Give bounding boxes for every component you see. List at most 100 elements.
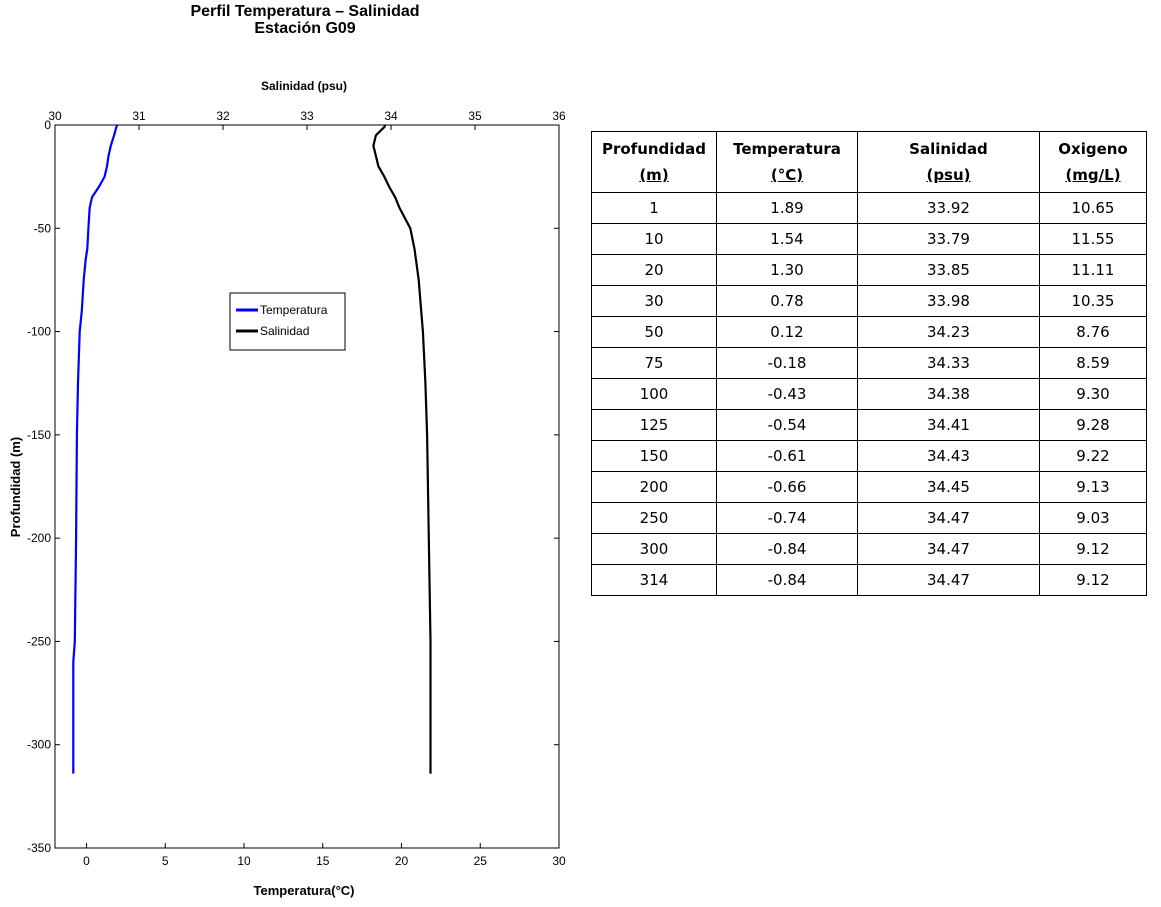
- cell-oxigeno: 10.65: [1039, 192, 1147, 224]
- cell-salinidad: 34.47: [857, 533, 1040, 565]
- cell-salinidad: 34.38: [857, 378, 1040, 410]
- header-temperatura: Temperatura (°C): [716, 131, 858, 193]
- legend-label-salinidad: Salinidad: [260, 324, 309, 338]
- table-row: 30 0.78 33.98 10.35: [591, 285, 1147, 317]
- cell-profundidad: 20: [591, 254, 717, 286]
- cell-salinidad: 34.47: [857, 564, 1040, 596]
- cell-oxigeno: 8.59: [1039, 347, 1147, 379]
- table-header-row: Profundidad (m) Temperatura (°C) Salinidad…: [591, 131, 1147, 193]
- cell-salinidad: 34.41: [857, 409, 1040, 441]
- cell-profundidad: 100: [591, 378, 717, 410]
- cell-oxigeno: 9.30: [1039, 378, 1147, 410]
- cell-salinidad: 34.45: [857, 471, 1040, 503]
- cell-oxigeno: 9.28: [1039, 409, 1147, 441]
- x-top-tick-label: 34: [384, 109, 398, 123]
- cell-temperatura: -0.84: [716, 533, 858, 565]
- table-row: 300 -0.84 34.47 9.12: [591, 533, 1147, 565]
- y-tick-label: -200: [27, 531, 51, 545]
- x-top-tick-label: 33: [300, 109, 314, 123]
- table-row: 1 1.89 33.92 10.65: [591, 192, 1147, 224]
- cell-salinidad: 34.23: [857, 316, 1040, 348]
- table-row: 75 -0.18 34.33 8.59: [591, 347, 1147, 379]
- cell-profundidad: 1: [591, 192, 717, 224]
- cell-salinidad: 34.43: [857, 440, 1040, 472]
- cell-temperatura: 1.89: [716, 192, 858, 224]
- cell-temperatura: -0.18: [716, 347, 858, 379]
- cell-profundidad: 75: [591, 347, 717, 379]
- x-top-tick-label: 30: [48, 109, 62, 123]
- cell-oxigeno: 9.22: [1039, 440, 1147, 472]
- cell-profundidad: 300: [591, 533, 717, 565]
- cell-temperatura: -0.61: [716, 440, 858, 472]
- plot-area: [54, 124, 560, 849]
- table-row: 20 1.30 33.85 11.11: [591, 254, 1147, 286]
- x-top-tick-label: 35: [468, 109, 482, 123]
- header-profundidad: Profundidad (m): [591, 131, 717, 193]
- x-bottom-tick-label: 10: [237, 854, 251, 868]
- cell-salinidad: 34.33: [857, 347, 1040, 379]
- table-row: 50 0.12 34.23 8.76: [591, 316, 1147, 348]
- x-axis-bottom-label: Temperatura(°C): [253, 883, 354, 898]
- legend-label-temperatura: Temperatura: [260, 303, 328, 317]
- cell-salinidad: 33.79: [857, 223, 1040, 255]
- header-salinidad: Salinidad (psu): [857, 131, 1040, 193]
- cell-temperatura: -0.66: [716, 471, 858, 503]
- cell-salinidad: 33.92: [857, 192, 1040, 224]
- x-axis-top-label: Salinidad (psu): [261, 79, 347, 93]
- cell-oxigeno: 11.11: [1039, 254, 1147, 286]
- cell-temperatura: -0.54: [716, 409, 858, 441]
- cell-salinidad: 33.98: [857, 285, 1040, 317]
- profile-chart: 0 -50 -100 -150 -200 -250 -300 -350 0 5 10 15 20 25 30…: [8, 79, 566, 898]
- table-row: 10 1.54 33.79 11.55: [591, 223, 1147, 255]
- cell-profundidad: 150: [591, 440, 717, 472]
- table-row: 200 -0.66 34.45 9.13: [591, 471, 1147, 503]
- cell-oxigeno: 9.12: [1039, 564, 1147, 596]
- cell-temperatura: -0.43: [716, 378, 858, 410]
- series-line-salinidad: [372, 124, 432, 774]
- y-tick-label: -150: [27, 428, 51, 442]
- x-bottom-tick-label: 0: [83, 854, 90, 868]
- cell-temperatura: 0.78: [716, 285, 858, 317]
- cell-oxigeno: 9.03: [1039, 502, 1147, 534]
- cell-oxigeno: 10.35: [1039, 285, 1147, 317]
- x-bottom-tick-label: 25: [474, 854, 488, 868]
- table-row: 150 -0.61 34.43 9.22: [591, 440, 1147, 472]
- x-top-tick-label: 31: [132, 109, 146, 123]
- x-bottom-tick-label: 20: [395, 854, 409, 868]
- cell-profundidad: 10: [591, 223, 717, 255]
- cell-oxigeno: 9.12: [1039, 533, 1147, 565]
- x-top-tick-label: 36: [552, 109, 566, 123]
- cell-oxigeno: 8.76: [1039, 316, 1147, 348]
- legend-box: [229, 292, 346, 351]
- cell-profundidad: 250: [591, 502, 717, 534]
- cell-temperatura: 1.30: [716, 254, 858, 286]
- chart-title: Perfil Temperatura – Salinidad Estación …: [140, 3, 470, 37]
- y-tick-label: -250: [27, 634, 51, 648]
- y-tick-label: -350: [27, 841, 51, 855]
- cell-temperatura: 1.54: [716, 223, 858, 255]
- cell-profundidad: 200: [591, 471, 717, 503]
- series-line-temperatura: [72, 124, 119, 774]
- y-axis-label: Profundidad (m): [8, 437, 23, 537]
- header-oxigeno: Oxigeno (mg/L): [1039, 131, 1147, 193]
- cell-oxigeno: 9.13: [1039, 471, 1147, 503]
- table-row: 100 -0.43 34.38 9.30: [591, 378, 1147, 410]
- y-tick-label: 0: [44, 118, 51, 132]
- x-bottom-tick-label: 30: [552, 854, 566, 868]
- table-row: 314 -0.84 34.47 9.12: [591, 564, 1147, 596]
- cell-temperatura: -0.84: [716, 564, 858, 596]
- chart-title-line-2: Estación G09: [254, 20, 356, 37]
- cell-profundidad: 30: [591, 285, 717, 317]
- table-row: 125 -0.54 34.41 9.28: [591, 409, 1147, 441]
- cell-profundidad: 125: [591, 409, 717, 441]
- chart-title-line-1: Perfil Temperatura – Salinidad: [190, 3, 420, 20]
- cell-salinidad: 33.85: [857, 254, 1040, 286]
- y-tick-label: -300: [27, 738, 51, 752]
- x-bottom-tick-label: 15: [316, 854, 330, 868]
- table-row: 250 -0.74 34.47 9.03: [591, 502, 1147, 534]
- y-tick-label: -50: [34, 221, 52, 235]
- y-tick-label: -100: [27, 325, 51, 339]
- cell-oxigeno: 11.55: [1039, 223, 1147, 255]
- cell-salinidad: 34.47: [857, 502, 1040, 534]
- cell-profundidad: 50: [591, 316, 717, 348]
